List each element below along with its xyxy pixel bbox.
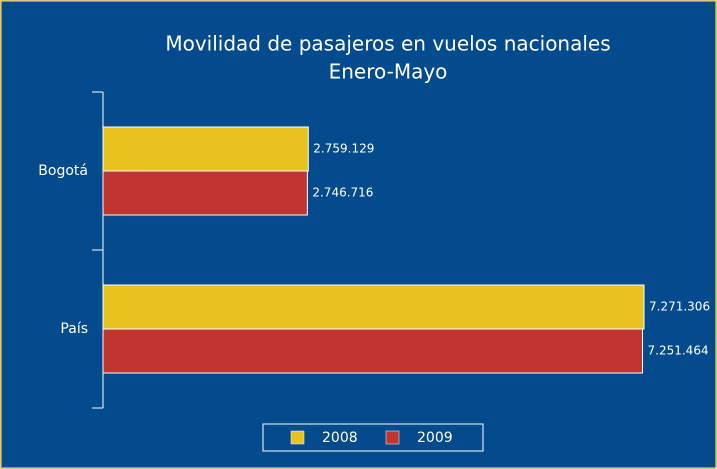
- chart-title: Movilidad de pasajeros en vuelos naciona…: [165, 32, 610, 56]
- value-label: 2.759.129: [313, 142, 374, 156]
- chart-subtitle: Enero-Mayo: [329, 60, 448, 84]
- value-label: 7.271.306: [649, 300, 710, 314]
- bar: [102, 328, 644, 374]
- bar: [102, 170, 308, 216]
- y-tick-label: País: [60, 321, 88, 337]
- bar: [102, 284, 645, 330]
- legend-swatch: [290, 430, 305, 445]
- legend-swatch: [385, 430, 400, 445]
- legend-label: 2008: [322, 430, 358, 446]
- y-tick-label: Bogotá: [38, 163, 88, 179]
- legend-label: 2009: [417, 430, 453, 446]
- value-label: 7.251.464: [648, 344, 709, 358]
- value-label: 2.746.716: [312, 186, 373, 200]
- legend-box: [262, 423, 484, 452]
- bar: [102, 126, 309, 172]
